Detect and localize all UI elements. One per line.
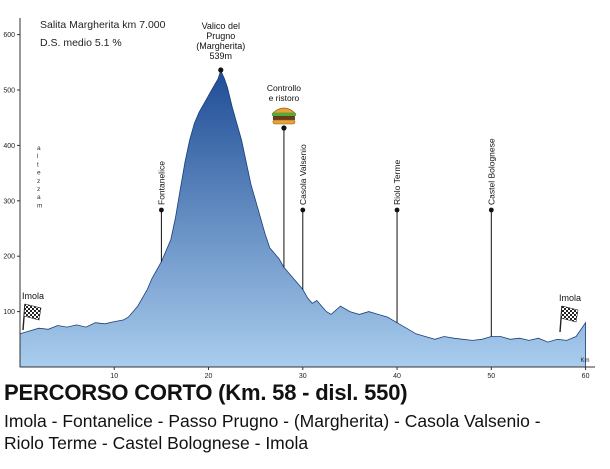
y-tick-label: 100 <box>3 309 15 316</box>
x-tick-label: 60 <box>582 373 590 380</box>
x-unit-label: Km <box>581 358 590 364</box>
town-label: Casola Valsenio <box>298 144 308 205</box>
x-tick-label: 10 <box>110 373 118 380</box>
checkpoint-label-line: Controllo <box>267 83 301 93</box>
burger-icon <box>271 107 296 125</box>
checkpoint-label-line: e ristoro <box>269 93 300 103</box>
town-marker-dot <box>394 207 400 213</box>
burger-patty <box>272 116 295 120</box>
peak-label-line: 539m <box>210 51 233 61</box>
route-description-line-1: Imola - Fontanelice - Passo Prugno - (Ma… <box>4 411 541 431</box>
x-tick-label: 40 <box>393 373 401 380</box>
peak-label-line: Valico del <box>202 21 240 31</box>
burger-lettuce <box>271 113 296 116</box>
peak-label-line: Prugno <box>206 31 235 41</box>
peak-marker-dot <box>218 67 224 73</box>
y-tick-label: 300 <box>3 198 15 205</box>
x-tick-label: 20 <box>205 373 213 380</box>
town-marker-dot <box>158 207 164 213</box>
route-title: PERCORSO CORTO (Km. 58 - disl. 550) <box>4 380 408 405</box>
route-description-line-2: Riolo Terme - Castel Bolognese - Imola <box>4 433 309 453</box>
checkpoint-marker-dot <box>281 125 287 131</box>
x-tick-label: 30 <box>299 373 307 380</box>
climb-info-line1: Salita Margherita km 7.000 <box>40 19 166 31</box>
finish-checkered-flag-icon <box>560 305 579 323</box>
town-label: Riolo Terme <box>392 160 402 205</box>
burger-top-bun <box>272 107 296 114</box>
start-checkered-flag-icon <box>23 303 42 321</box>
climb-info-line2: D.S. medio 5.1 % <box>40 37 122 49</box>
y-tick-label: 200 <box>3 254 15 261</box>
town-marker-dot <box>488 207 494 213</box>
y-tick-label: 400 <box>3 143 15 150</box>
y-tick-label: 600 <box>3 32 15 39</box>
x-tick-label: 50 <box>487 373 495 380</box>
elevation-profile-chart: 100 200 300 400 500 600 10 20 30 40 50 60 Km a l t e z z a m… <box>3 18 595 380</box>
town-label: Castel Bolognese <box>486 138 496 205</box>
start-label: Imola <box>22 291 44 301</box>
finish-label: Imola <box>559 293 581 303</box>
town-label: Fontanelice <box>156 161 166 205</box>
peak-label-line: (Margherita) <box>196 41 245 51</box>
elevation-area <box>19 69 587 368</box>
burger-bottom-bun <box>272 119 296 125</box>
y-tick-label: 500 <box>3 88 15 95</box>
town-marker-dot <box>300 207 306 213</box>
